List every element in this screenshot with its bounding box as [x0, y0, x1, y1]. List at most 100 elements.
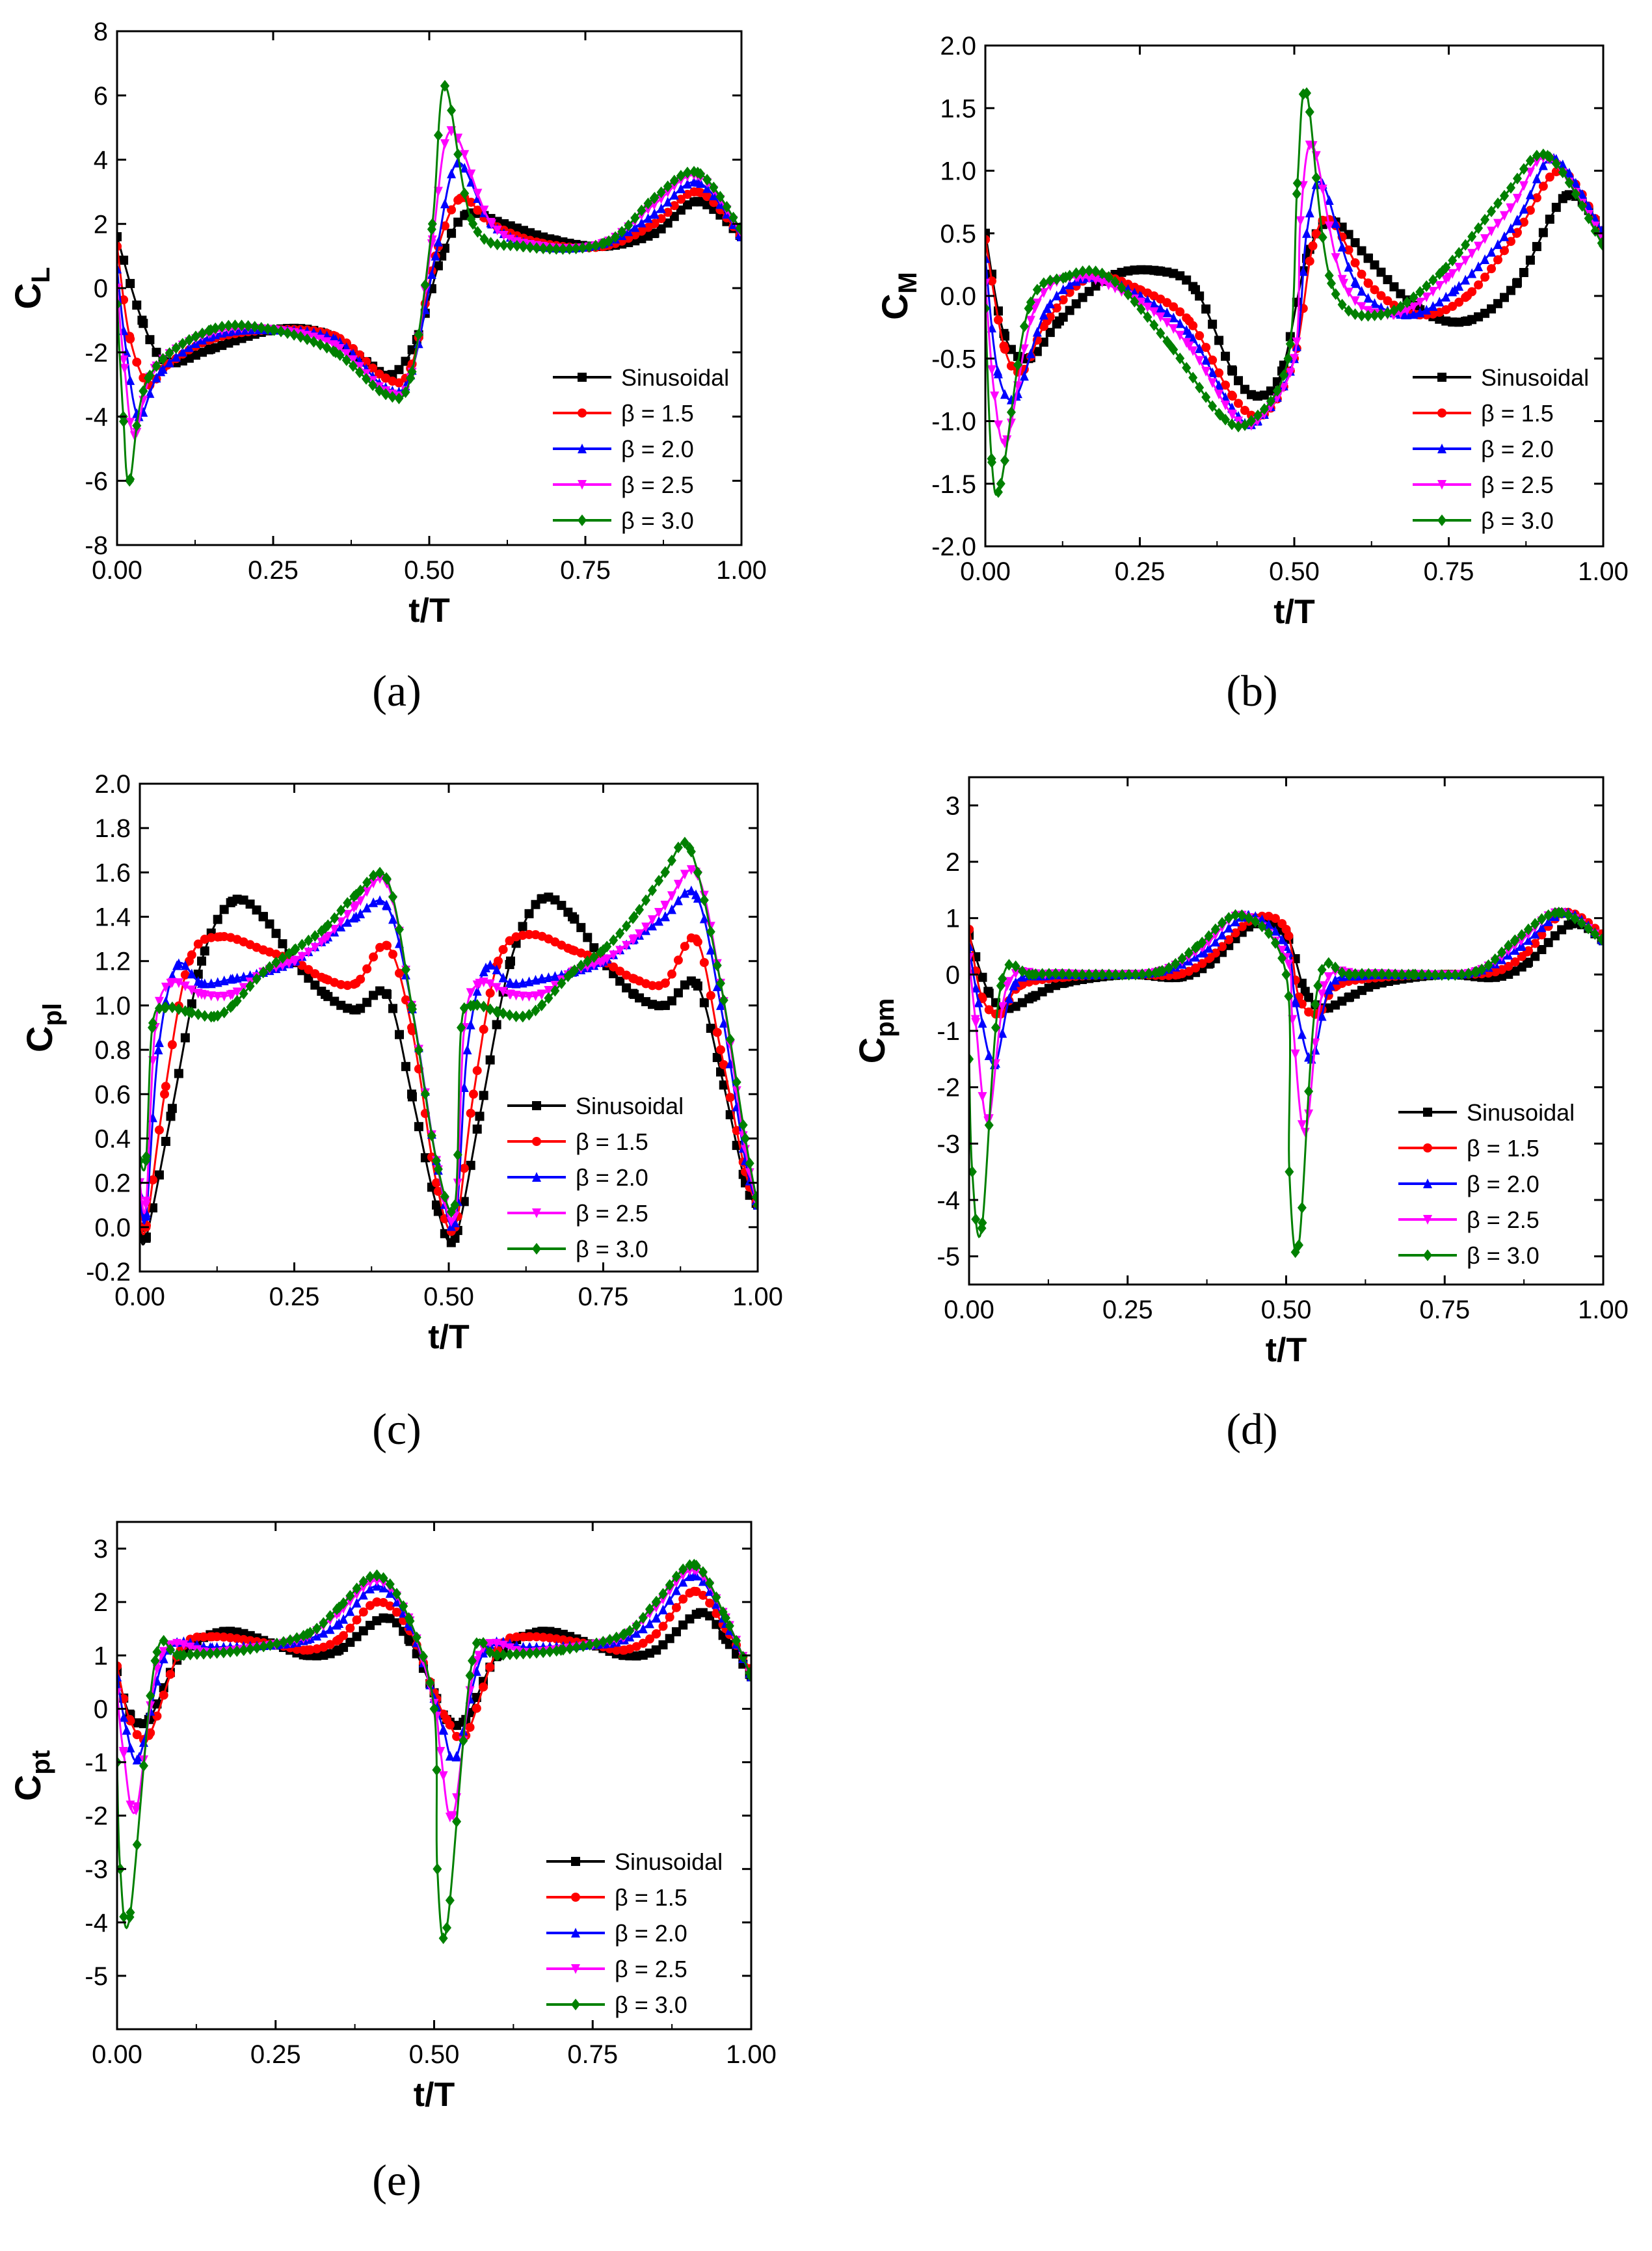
data-point — [649, 192, 659, 204]
data-point — [1551, 157, 1561, 170]
data-point — [1221, 380, 1231, 390]
y-axis-label: Cpt — [7, 1750, 55, 1801]
data-point — [1331, 253, 1340, 263]
data-point — [1097, 278, 1107, 288]
data-point — [1480, 234, 1490, 245]
data-point — [388, 914, 398, 924]
data-point — [1357, 269, 1366, 279]
data-point — [265, 961, 274, 973]
y-tick-label: 2 — [94, 1588, 108, 1617]
data-point — [678, 1577, 688, 1587]
data-point — [420, 1087, 430, 1100]
data-point — [1201, 366, 1211, 377]
data-point — [969, 1165, 977, 1178]
data-point — [753, 1199, 758, 1211]
data-point — [341, 354, 351, 366]
data-point — [728, 211, 738, 224]
data-point — [1512, 193, 1522, 204]
data-point — [518, 922, 527, 931]
x-axis-label: t/T — [428, 1318, 470, 1356]
legend-marker — [532, 1243, 541, 1255]
data-point — [1397, 968, 1407, 981]
data-point — [459, 1197, 469, 1206]
data-point — [673, 842, 683, 854]
data-point — [712, 1028, 722, 1037]
data-point — [1166, 340, 1175, 352]
data-point — [1350, 308, 1360, 321]
data-point — [358, 1582, 368, 1593]
data-point — [1253, 392, 1262, 401]
data-point — [738, 1119, 748, 1131]
data-point — [228, 974, 237, 983]
data-point — [658, 1621, 668, 1631]
data-point — [259, 966, 268, 978]
data-point — [174, 978, 183, 989]
data-point — [319, 1617, 328, 1629]
data-point — [1571, 178, 1580, 188]
data-point — [362, 356, 371, 366]
data-point — [1188, 371, 1198, 384]
data-point — [1277, 934, 1287, 944]
data-point — [1130, 968, 1140, 981]
y-tick-label: 1.6 — [94, 859, 131, 887]
data-point — [998, 1028, 1007, 1038]
data-point — [1337, 966, 1347, 979]
data-point — [1078, 265, 1087, 278]
data-point — [1272, 384, 1282, 397]
data-point — [656, 186, 666, 198]
data-point — [1480, 213, 1490, 226]
data-point — [1224, 922, 1234, 933]
data-point — [174, 1003, 183, 1015]
data-point — [1270, 914, 1280, 924]
data-point — [1305, 106, 1314, 118]
data-point — [284, 959, 294, 969]
data-point — [479, 1024, 488, 1034]
data-point — [1277, 946, 1287, 956]
data-point — [479, 1682, 488, 1692]
data-point — [161, 1082, 170, 1091]
x-tick-label: 0.50 — [409, 2040, 460, 2069]
data-point — [669, 201, 679, 211]
data-point — [1052, 303, 1061, 313]
data-point — [1454, 297, 1464, 307]
data-point — [358, 1575, 368, 1588]
data-point — [1461, 256, 1471, 266]
legend-label: β = 3.0 — [621, 507, 694, 534]
y-axis-label-main: C — [874, 293, 915, 319]
data-point — [1350, 968, 1360, 980]
x-tick-label: 0.50 — [423, 1283, 474, 1311]
data-point — [1357, 286, 1366, 296]
data-point — [466, 176, 476, 187]
data-point — [654, 875, 663, 887]
data-point — [630, 934, 639, 944]
data-point — [148, 1022, 157, 1033]
series-line — [140, 896, 758, 1245]
legend-label: Sinusoidal — [615, 1848, 723, 1875]
data-point — [1564, 167, 1574, 178]
data-point — [141, 1233, 151, 1243]
data-point — [1545, 214, 1554, 224]
data-point — [630, 989, 639, 999]
data-point — [987, 453, 996, 465]
data-point — [1246, 415, 1256, 427]
data-point — [1084, 968, 1094, 981]
data-point — [715, 191, 725, 203]
legend-label: Sinusoidal — [1467, 1099, 1575, 1126]
data-point — [671, 1570, 681, 1582]
data-point — [1292, 188, 1301, 200]
data-point — [1523, 923, 1533, 935]
data-point — [1435, 297, 1445, 307]
data-point — [172, 960, 181, 970]
data-point — [1201, 354, 1211, 365]
data-point — [669, 189, 679, 200]
data-point — [1525, 155, 1535, 167]
legend-label: β = 2.5 — [1481, 472, 1554, 498]
data-point — [1043, 303, 1052, 313]
data-point — [375, 866, 385, 879]
data-point — [1124, 968, 1134, 981]
data-point — [1437, 969, 1446, 981]
data-point — [401, 1061, 410, 1071]
data-point — [388, 891, 398, 903]
data-point — [1461, 274, 1471, 285]
data-point — [1240, 419, 1249, 431]
